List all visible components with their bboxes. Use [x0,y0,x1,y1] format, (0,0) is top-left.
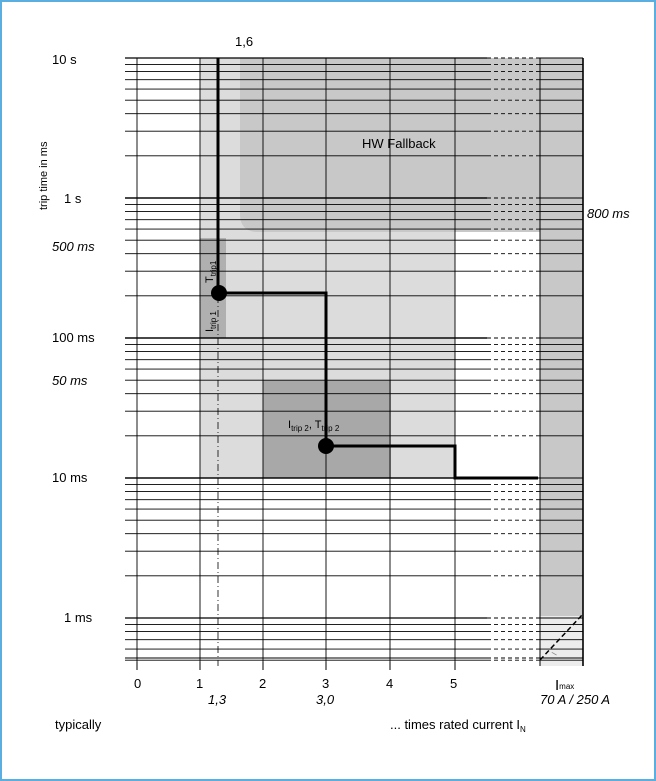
point-trip1 [211,285,227,301]
svg-text:Ttrip1: Ttrip1 [204,260,218,283]
ikmax-label: I [550,651,559,657]
itrip1-main: I [204,329,216,332]
800ms-label: 800 ms [587,206,630,221]
footer-typically: typically [55,717,102,732]
ytick-10ms: 10 ms [52,470,88,485]
xtick-5: 5 [450,676,457,691]
imax-main: I [555,677,559,694]
ytick-100ms: 100 ms [52,330,95,345]
ttrip1-label: Ttrip1 [204,260,218,283]
ikmax-diagonal [539,613,584,661]
imax-values: 70 A / 250 A [540,692,610,707]
ytick-1s: 1 s [64,191,82,206]
footer-times-rated-sub: N [520,725,526,734]
top-marker-label: 1,6 [235,34,253,49]
imax-label: Imax [555,677,574,694]
itrip2-label: Itrip 2, Ttrip 2 [288,419,340,433]
itrip2-main: I [288,419,291,431]
point-trip2 [318,438,334,454]
imax-sub: max [559,682,574,691]
xtick-1-3: 1,3 [208,692,227,707]
ttrip2-main: T [315,419,322,431]
region-ikmax [540,616,583,666]
xtick-3-0: 3,0 [316,692,335,707]
xtick-3: 3 [322,676,329,691]
grid-layer [125,57,584,670]
itrip2-sub: trip 2 [291,424,309,433]
ttrip1-main: T [204,276,216,283]
itrip1-label: Itrip 1 [204,311,218,332]
itrip1-sub: trip 1 [209,311,218,329]
ttrip1-sub: trip1 [209,260,218,276]
xtick-2: 2 [259,676,266,691]
ytick-1ms: 1 ms [64,610,93,625]
region-800ms [540,58,583,616]
ytick-50ms: 50 ms [52,373,88,388]
xtick-4: 4 [386,676,393,691]
svg-text:Itrip 1: Itrip 1 [204,311,218,332]
ttrip2-sub: trip 2 [322,424,340,433]
footer-times-rated-text: ... times rated current I [390,717,521,732]
xtick-0: 0 [134,676,141,691]
y-axis-label: trip time in ms [38,141,50,210]
ytick-10s: 10 s [52,52,77,67]
ytick-500ms: 500 ms [52,239,95,254]
xtick-1: 1 [196,676,203,691]
hw-fallback-label: HW Fallback [362,136,436,151]
footer-times-rated: ... times rated current IN [390,717,526,734]
